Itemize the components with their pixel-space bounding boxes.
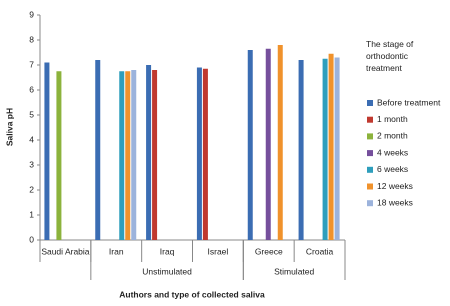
x-tick-label: Israel: [208, 246, 229, 256]
bar: [247, 50, 253, 240]
x-axis-title: Authors and type of collected saliva: [119, 289, 265, 299]
x-tick-label: Greece: [255, 246, 283, 256]
legend-title: The stage of orthodontic treatment: [366, 39, 414, 73]
x-tick-label: Iran: [109, 246, 124, 256]
y-tick-label: 1: [29, 209, 34, 219]
legend-swatch: [367, 100, 373, 106]
bar: [125, 71, 131, 240]
bar: [152, 70, 158, 240]
y-tick-label: 9: [29, 9, 34, 19]
y-tick-label: 5: [29, 109, 34, 119]
bar: [328, 53, 334, 240]
legend-swatch: [367, 133, 373, 140]
legend-swatch: [367, 116, 373, 123]
y-tick-label: 0: [29, 234, 34, 244]
bar: [202, 68, 208, 240]
legend-swatch: [367, 183, 373, 190]
group-label: Unstimulated: [142, 266, 192, 276]
group-label: Stimulated: [274, 266, 314, 276]
legend-label: 12 weeks: [377, 181, 413, 191]
y-tick-label: 7: [29, 59, 34, 69]
bar: [119, 71, 125, 240]
bar: [56, 71, 62, 240]
legend-label: 18 weeks: [377, 197, 413, 207]
legend-swatch: [367, 200, 373, 207]
legend-label: 2 month: [377, 131, 408, 141]
x-tick-label: Saudi Arabia: [41, 246, 89, 256]
x-tick-label: Croatia: [306, 246, 334, 256]
legend-label: 1 month: [377, 114, 408, 124]
bar: [146, 65, 152, 240]
legend-label: 4 weeks: [377, 147, 408, 157]
bar: [265, 48, 271, 240]
legend-label: 6 weeks: [377, 164, 408, 174]
bar: [95, 60, 101, 240]
bar: [44, 62, 50, 240]
y-tick-label: 4: [29, 134, 34, 144]
x-tick-label: Iraq: [160, 246, 175, 256]
legend-label: Before treatment: [377, 97, 441, 107]
bar: [322, 58, 328, 240]
bar: [196, 67, 202, 240]
y-tick-label: 3: [29, 159, 34, 169]
y-tick-label: 2: [29, 184, 34, 194]
bar: [131, 70, 137, 240]
y-axis-title: Saliva pH: [4, 108, 14, 146]
bar: [298, 60, 304, 240]
y-tick-label: 6: [29, 84, 34, 94]
y-tick-label: 8: [29, 34, 34, 44]
bar: [277, 45, 283, 240]
legend-swatch: [367, 150, 373, 157]
legend-swatch: [367, 166, 373, 173]
bar: [334, 57, 340, 240]
